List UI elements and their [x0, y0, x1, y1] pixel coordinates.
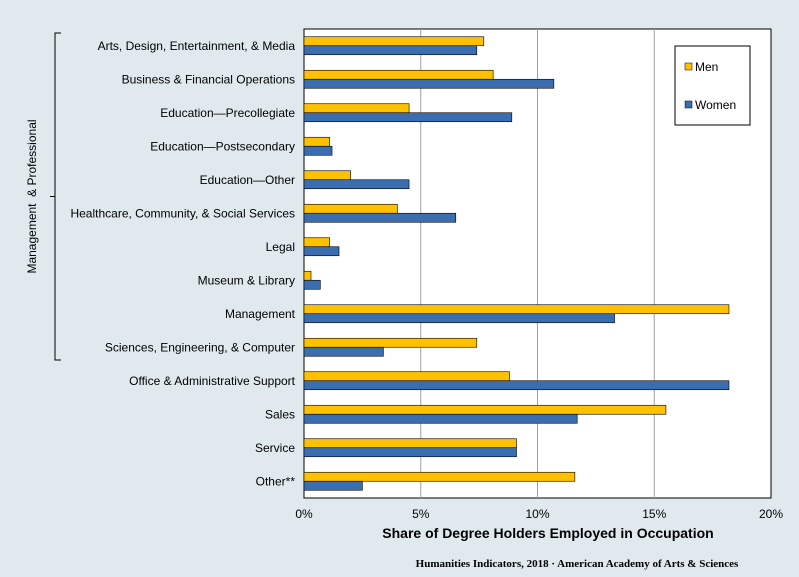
- bar-women: [303, 279, 321, 290]
- x-tick-label: 15%: [642, 507, 666, 521]
- source-note: Humanities Indicators, 2018 · American A…: [416, 558, 739, 570]
- x-axis-title: Share of Degree Holders Employed in Occu…: [382, 525, 713, 541]
- category-label: Education—Precollegiate: [160, 106, 295, 120]
- legend-label-men: Men: [695, 60, 718, 74]
- x-tick-label: 0%: [295, 507, 313, 521]
- bar-women: [303, 212, 457, 223]
- category-label: Education—Postsecondary: [150, 139, 295, 153]
- bar-men: [303, 36, 485, 47]
- legend-swatch-men: [684, 62, 693, 71]
- legend: Men Women: [674, 45, 751, 126]
- bars: [303, 36, 730, 491]
- category-label: Other**: [256, 474, 296, 488]
- bar-men: [303, 103, 410, 114]
- bar-women: [303, 413, 578, 424]
- group-bracket-line: [54, 32, 61, 361]
- bar-men: [303, 237, 330, 248]
- category-label: Business & Financial Operations: [122, 72, 295, 86]
- category-label: Office & Administrative Support: [129, 374, 296, 388]
- bar-women: [303, 45, 478, 56]
- x-tick-label: 5%: [412, 507, 430, 521]
- x-tick-label: 20%: [759, 507, 783, 521]
- category-label: Education—Other: [200, 173, 295, 187]
- bar-women: [303, 179, 410, 190]
- bar-men: [303, 404, 667, 415]
- x-tick-labels: 0% 5% 10% 15% 20%: [295, 507, 783, 521]
- category-label: Sciences, Engineering, & Computer: [105, 340, 295, 354]
- category-label: Arts, Design, Entertainment, & Media: [98, 39, 296, 53]
- category-label: Healthcare, Community, & Social Services: [70, 206, 295, 220]
- bar-women: [303, 480, 363, 491]
- x-tick-label: 10%: [525, 507, 549, 521]
- bar-men: [303, 337, 478, 348]
- bar-women: [303, 78, 555, 89]
- category-label: Museum & Library: [198, 273, 295, 287]
- bar-men: [303, 136, 330, 147]
- bar-women: [303, 112, 513, 123]
- group-bracket: Management & Professional: [25, 32, 61, 361]
- bar-men: [303, 471, 576, 482]
- legend-box: [674, 45, 751, 126]
- bar-men: [303, 304, 730, 315]
- bar-men: [303, 270, 312, 281]
- bar-women: [303, 246, 340, 257]
- bar-men: [303, 438, 517, 449]
- bar-women: [303, 380, 730, 391]
- bar-women: [303, 313, 615, 324]
- legend-label-women: Women: [695, 98, 736, 112]
- bar-men: [303, 371, 510, 382]
- bar-men: [303, 69, 494, 80]
- category-labels: Arts, Design, Entertainment, & Media Busi…: [70, 39, 295, 489]
- category-label: Sales: [265, 407, 295, 421]
- category-label: Legal: [266, 240, 295, 254]
- group-label: Management & Professional: [25, 119, 39, 273]
- category-label: Management: [225, 307, 296, 321]
- bar-women: [303, 447, 517, 458]
- bar-men: [303, 203, 398, 214]
- category-label: Service: [255, 441, 295, 455]
- bar-women: [303, 346, 384, 357]
- bar-women: [303, 145, 333, 156]
- bar-men: [303, 170, 352, 181]
- legend-swatch-women: [684, 100, 693, 109]
